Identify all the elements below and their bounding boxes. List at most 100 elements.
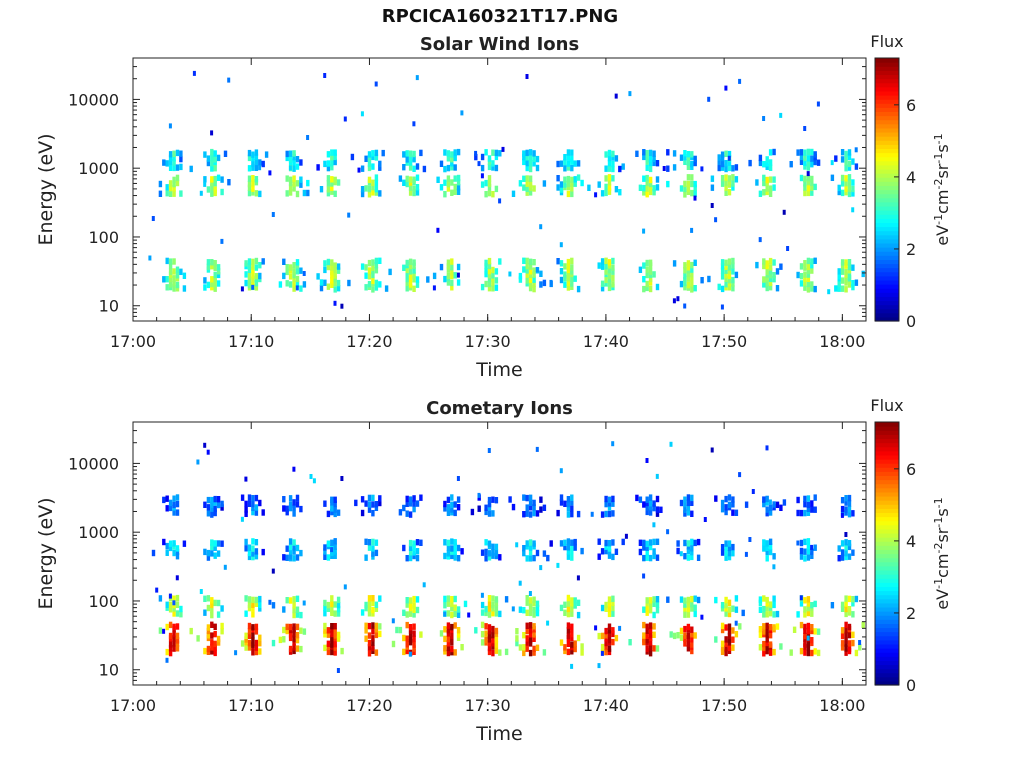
heatmap-cell [803,509,807,517]
heatmap-cell [796,271,800,279]
heatmap-cell [456,627,461,634]
heatmap-cell [498,649,502,656]
heatmap-cell [326,258,331,266]
heatmap-cell [168,499,173,507]
heatmap-cell [727,155,731,161]
heatmap-cell [220,500,224,508]
heatmap-cell [844,605,848,613]
heatmap-cell [175,272,180,279]
x-tick-label: 17:20 [346,696,392,715]
colorbar-tick-label: 6 [906,460,916,479]
heatmap-cell [731,184,735,191]
heatmap-cell [532,267,536,274]
heatmap-cell [254,280,259,287]
heatmap-cell [573,275,577,282]
heatmap-cell [525,555,529,562]
heatmap-cell [844,544,848,551]
heatmap-cell [768,272,773,279]
heatmap-cell [686,180,691,188]
heatmap-cell [648,644,653,651]
heatmap-cell [333,500,337,508]
heatmap-cell [203,442,207,448]
heatmap-cell [412,595,416,603]
heatmap-cell [450,179,454,186]
heatmap-cell [594,192,598,198]
heatmap-cell [210,550,214,557]
heatmap-cell [686,281,691,289]
heatmap-cell [607,165,612,172]
heatmap-cell [254,494,259,502]
heatmap-cell [412,495,416,502]
heatmap-cell [858,644,862,651]
heatmap-cell [556,184,560,191]
heatmap-cell [494,605,499,612]
heatmap-cell [240,640,245,647]
heatmap-cell [724,263,728,270]
heatmap-cell [546,554,550,562]
heatmap-cell [480,592,484,598]
heatmap-cell [727,606,732,613]
heatmap-cell [415,163,420,170]
heatmap-cell [330,264,334,271]
heatmap-cell [446,595,451,602]
heatmap-cell [810,602,814,609]
heatmap-cell [806,189,811,197]
heatmap-cell [679,551,683,557]
heatmap-cell [847,595,852,603]
heatmap-cell [810,544,814,550]
heatmap-cell [535,600,540,607]
heatmap-cell [330,595,334,602]
heatmap-cell [799,280,804,287]
heatmap-cell [731,627,735,634]
heatmap-cell [213,186,217,193]
heatmap-cell [151,216,155,221]
heatmap-cell [803,501,807,508]
heatmap-cell [772,624,776,631]
heatmap-cell [618,625,622,631]
heatmap-cell [258,272,262,280]
heatmap-cell [408,597,413,604]
heatmap-cell [604,183,608,191]
heatmap-cell [652,538,656,546]
heatmap-cell [652,522,656,528]
heatmap-cell [446,627,451,634]
heatmap-cell [522,607,526,614]
plot-area [132,57,867,322]
heatmap-cell [450,632,454,639]
heatmap-cell [803,189,807,197]
heatmap-cell [254,639,259,647]
heatmap-cell [765,611,769,618]
heatmap-cell [364,601,368,609]
heatmap-cell [690,494,694,502]
heatmap-cell [288,634,293,642]
heatmap-cell [378,595,382,602]
heatmap-cell [559,468,563,474]
heatmap-cell [374,174,379,181]
heatmap-cell [580,547,584,555]
heatmap-cell [844,621,848,629]
heatmap-cell [528,548,533,556]
heatmap-cell [175,545,180,552]
heatmap-cell [292,644,296,651]
heatmap-cell [614,548,619,555]
heatmap-cell [690,286,694,293]
heatmap-cell [450,552,454,560]
heatmap-cell [374,262,379,269]
heatmap-cell [374,284,379,291]
heatmap-cell [772,553,776,560]
heatmap-cell [686,605,691,613]
heatmap-cell [724,554,728,561]
heatmap-cell [172,540,176,547]
heatmap-cell [450,545,454,552]
heatmap-cell [247,632,252,640]
heatmap-cell [453,272,457,279]
heatmap-cell [734,176,739,183]
heatmap-cell [642,228,646,234]
heatmap-cell [690,538,694,546]
heatmap-cell [813,151,817,158]
heatmap-cell [765,506,769,513]
heatmap-cell [367,281,372,288]
heatmap-cell [803,275,807,282]
heatmap-cell [762,644,766,652]
